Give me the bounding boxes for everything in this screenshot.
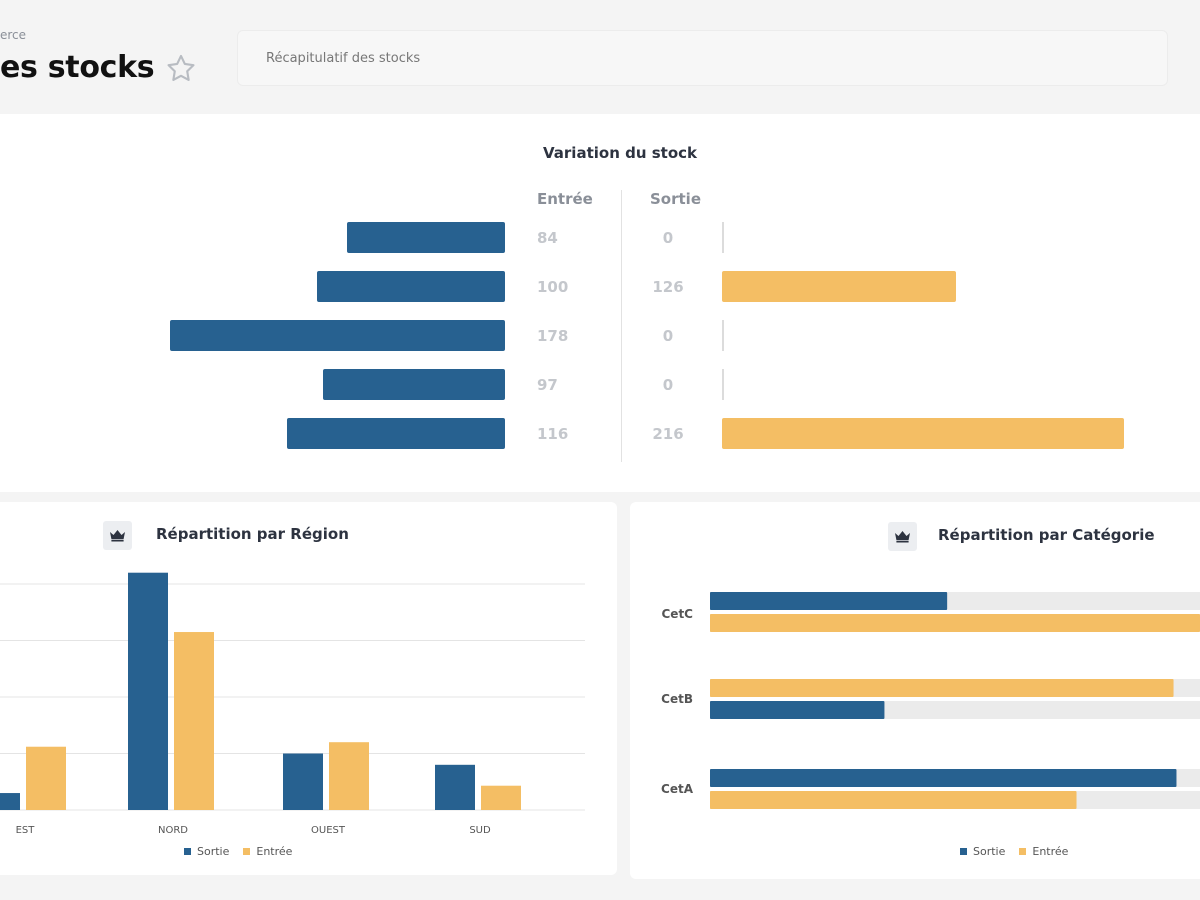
region-bar-sortie [128,572,168,810]
sortie-bar [722,369,724,400]
entree-value: 84 [537,229,558,247]
sortie-bar [722,271,957,302]
crown-icon [103,521,132,550]
region-tick-label: EST [16,825,36,836]
region-tick-label: NORD [158,825,188,836]
entree-column-header: Entrée [537,190,593,208]
variation-card: Variation du stock Entrée Sortie 84 100 17… [0,114,1200,492]
category-bar-sortie [710,592,948,610]
legend-item-sortie: Sortie [960,845,1005,858]
region-legend: Sortie Entrée [184,845,292,858]
entree-value: 178 [537,327,569,345]
region-bar-entree [26,746,66,810]
region-bar-sortie [283,753,323,810]
variation-title: Variation du stock [543,144,697,162]
search-box[interactable] [237,30,1168,86]
category-card: Répartition par Catégorie CetC CetB CetA S… [630,502,1200,879]
region-bar-sortie [0,793,20,810]
sortie-value: 216 [652,425,684,443]
region-chart: EST NORD OUEST SUD [0,572,585,836]
column-divider [621,190,622,462]
sortie-bar [722,418,1124,449]
sortie-value: 0 [662,376,674,394]
page-title: es stocks [0,50,155,85]
region-card: Répartition par Région EST NORD OUEST SUD S… [0,502,617,875]
breadcrumb: erce [0,28,27,42]
entree-value: 100 [537,278,569,296]
region-bar-sortie [435,764,475,810]
category-legend: Sortie Entrée [960,845,1068,858]
sortie-value: 0 [662,327,674,345]
sortie-bar [722,222,724,253]
entree-bar [170,320,505,351]
region-bar-entree [174,632,214,810]
category-chart: CetC CetB CetA [661,592,1200,809]
legend-item-sortie: Sortie [184,845,229,858]
sortie-bar [722,320,724,351]
crown-icon [888,522,917,551]
category-tick-label: CetA [661,782,694,796]
category-bar-sortie [710,769,1177,787]
region-tick-label: SUD [469,825,491,836]
region-bar-entree [329,742,369,810]
entree-bar [286,418,505,449]
category-bar-entree [710,679,1174,697]
category-title: Répartition par Catégorie [938,526,1155,544]
region-title: Répartition par Région [156,525,349,543]
entree-bar [347,222,505,253]
entree-value: 116 [537,425,569,443]
legend-item-entree: Entrée [243,845,292,858]
sortie-value: 0 [662,229,674,247]
region-bar-entree [481,785,521,810]
sortie-value: 126 [652,278,684,296]
category-bar-entree [710,791,1077,809]
entree-bar [322,369,505,400]
category-tick-label: CetB [661,692,693,706]
category-bar-entree [710,614,1200,632]
entree-bar [317,271,505,302]
region-tick-label: OUEST [311,825,346,836]
category-bar-sortie [710,701,885,719]
search-input[interactable] [238,31,1167,85]
category-tick-label: CetC [662,607,694,621]
star-icon[interactable] [164,52,198,86]
sortie-column-header: Sortie [650,190,701,208]
entree-value: 97 [537,376,558,394]
legend-item-entree: Entrée [1019,845,1068,858]
